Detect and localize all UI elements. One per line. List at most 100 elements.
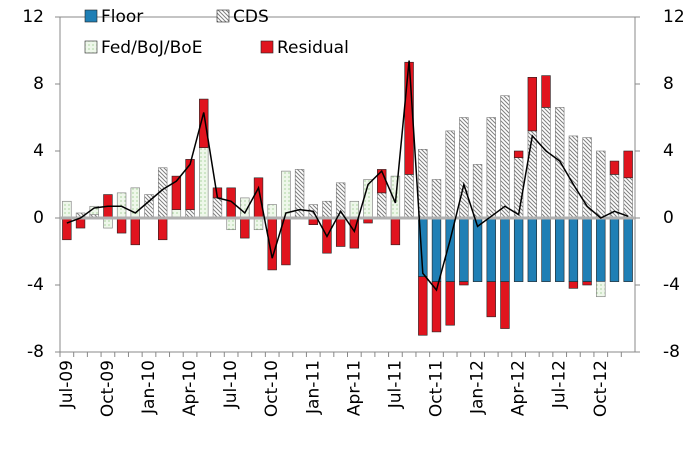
legend-label: Floor [101, 7, 143, 27]
y2-tick-label: 8 [663, 74, 674, 94]
legend-label: Fed/BoJ/BoE [101, 38, 202, 58]
bar [431, 281, 442, 333]
bar [335, 217, 346, 247]
bar [431, 217, 442, 282]
bar [459, 117, 469, 219]
bar [568, 217, 579, 282]
bar [500, 281, 510, 329]
x-tick-label: Apr-10 [180, 360, 200, 416]
plot-frame [59, 16, 636, 353]
bar [349, 200, 360, 219]
bar [541, 75, 551, 108]
y2-tick-label: -8 [663, 342, 680, 362]
bar [418, 149, 428, 219]
bar [62, 200, 72, 219]
bar [582, 281, 592, 286]
bar [527, 130, 538, 219]
legend-label: CDS [233, 7, 269, 27]
bar [555, 217, 565, 282]
bar [199, 98, 209, 148]
bar [623, 177, 633, 219]
bar [240, 217, 250, 239]
bar [472, 217, 483, 282]
x-tick-label: Jul-12 [550, 360, 570, 409]
y-tick-label: 8 [33, 74, 44, 94]
bar [623, 150, 633, 179]
legend-swatch [84, 40, 98, 54]
bar [185, 159, 195, 210]
legend-swatch [84, 9, 98, 23]
bar [130, 217, 140, 246]
bar [568, 135, 579, 219]
bar [253, 217, 264, 231]
bar [582, 217, 592, 282]
x-tick-label: Jan-12 [468, 360, 488, 415]
x-tick-label: Jan-10 [139, 360, 159, 415]
y-tick-label: 4 [33, 141, 44, 161]
bar [609, 217, 620, 282]
bar [431, 179, 442, 219]
bar [596, 217, 606, 282]
bar [267, 204, 277, 219]
x-tick-label: Jul-10 [221, 360, 241, 409]
bar [281, 170, 291, 219]
x-tick-label: Jul-09 [57, 360, 77, 409]
bar [212, 197, 223, 219]
bar [486, 281, 496, 318]
bar [541, 217, 551, 282]
bar [500, 217, 510, 282]
bar [609, 160, 620, 175]
bar [404, 174, 414, 219]
legend-swatch [216, 9, 230, 23]
bar [157, 217, 168, 241]
x-tick-label: Oct-09 [98, 360, 118, 417]
x-tick-label: Oct-11 [426, 360, 446, 417]
y-tick-label: 0 [33, 208, 44, 228]
bar [199, 147, 209, 219]
bar [568, 281, 579, 289]
bar [486, 217, 496, 282]
x-tick-label: Jul-11 [385, 360, 405, 409]
y2-tick-label: -4 [663, 275, 680, 295]
bar [513, 157, 524, 219]
bar [555, 107, 565, 219]
x-tick-label: Apr-11 [344, 360, 364, 416]
y-tick-label: 12 [22, 7, 44, 27]
bar [253, 177, 264, 219]
x-tick-label: Oct-10 [262, 360, 282, 417]
bar [322, 200, 332, 219]
legend-swatch [260, 40, 274, 54]
y2-tick-label: 4 [663, 141, 674, 161]
x-tick-label: Oct-12 [591, 360, 611, 417]
bar [459, 217, 469, 282]
bar [390, 217, 401, 246]
bar [513, 217, 524, 282]
bar [116, 217, 127, 234]
bar [445, 130, 455, 219]
bar [445, 281, 455, 326]
bar [623, 217, 633, 282]
bar [459, 281, 469, 286]
bar [596, 281, 606, 298]
bar [486, 117, 496, 219]
y2-tick-label: 0 [663, 208, 674, 228]
bar [500, 95, 510, 219]
y2-tick-label: 12 [663, 7, 685, 27]
x-tick-label: Apr-12 [509, 360, 529, 416]
legend-label: Residual [277, 38, 349, 58]
bar [472, 164, 483, 219]
bar [171, 175, 182, 210]
y-tick-label: -8 [27, 342, 44, 362]
bar [513, 150, 524, 158]
y-tick-label: -4 [27, 275, 44, 295]
bar [596, 150, 606, 219]
bar [226, 217, 236, 231]
bar [103, 217, 113, 229]
net-line [66, 60, 629, 292]
bar [116, 192, 127, 219]
bar [527, 77, 538, 132]
bar [527, 217, 538, 282]
bar [541, 107, 551, 219]
bar [418, 276, 428, 336]
